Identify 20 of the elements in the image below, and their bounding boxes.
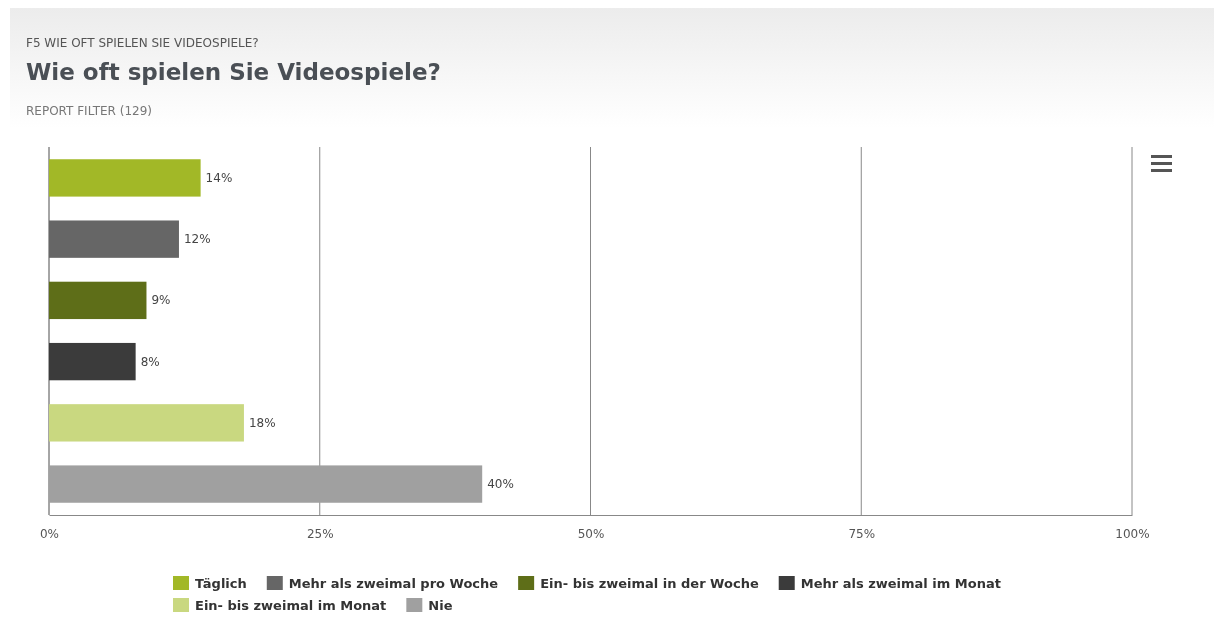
data-label: 8%	[140, 354, 160, 369]
data-label: 40%	[487, 477, 514, 492]
x-tick-label: 100%	[1115, 526, 1150, 541]
legend-label: Nie	[428, 598, 453, 613]
x-tick-label: 75%	[848, 526, 876, 541]
text: F5 WIE OFT SPIELEN SIE VIDEOSPIELE?	[26, 36, 259, 50]
x-tick-label: 0%	[39, 526, 60, 541]
data-label: 9%	[151, 293, 171, 308]
legend-label: Mehr als zweimal pro Woche	[288, 576, 499, 591]
legend-label: Täglich	[195, 576, 247, 591]
data-label: 12%	[183, 232, 211, 247]
legend-label: Ein- bis zweimal im Monat	[195, 598, 387, 613]
data-label: 14%	[205, 170, 233, 185]
data-label: 18%	[248, 415, 276, 430]
legend-label: Mehr als zweimal im Monat	[800, 576, 1001, 591]
x-tick-label: 50%	[577, 526, 605, 541]
x-tick-label: 25%	[306, 526, 334, 541]
chart-title: Wie oft spielen Sie Videospiele?	[26, 59, 441, 85]
chart-subtitle: REPORT FILTER (129)	[26, 104, 153, 118]
legend-label: Ein- bis zweimal in der Woche	[540, 576, 759, 591]
